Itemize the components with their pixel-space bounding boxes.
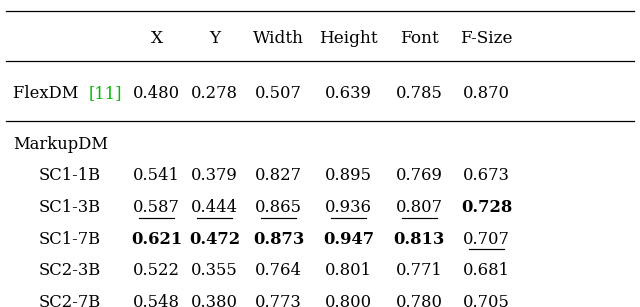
Text: 0.707: 0.707 — [463, 231, 510, 248]
Text: 0.870: 0.870 — [463, 85, 510, 102]
Text: 0.548: 0.548 — [133, 294, 180, 307]
Text: 0.947: 0.947 — [323, 231, 374, 248]
Text: 0.807: 0.807 — [396, 199, 443, 216]
Text: FlexDM: FlexDM — [13, 85, 83, 102]
Text: Font: Font — [400, 30, 438, 47]
Text: SC1-7B: SC1-7B — [38, 231, 100, 248]
Text: 0.673: 0.673 — [463, 167, 510, 185]
Text: SC1-3B: SC1-3B — [38, 199, 100, 216]
Text: 0.785: 0.785 — [396, 85, 443, 102]
Text: 0.639: 0.639 — [325, 85, 372, 102]
Text: 0.873: 0.873 — [253, 231, 304, 248]
Text: 0.472: 0.472 — [189, 231, 240, 248]
Text: 0.480: 0.480 — [133, 85, 180, 102]
Text: 0.780: 0.780 — [396, 294, 443, 307]
Text: Height: Height — [319, 30, 378, 47]
Text: X: X — [151, 30, 163, 47]
Text: 0.728: 0.728 — [461, 199, 512, 216]
Text: 0.800: 0.800 — [325, 294, 372, 307]
Text: 0.801: 0.801 — [325, 262, 372, 279]
Text: 0.769: 0.769 — [396, 167, 443, 185]
Text: 0.522: 0.522 — [133, 262, 180, 279]
Text: 0.827: 0.827 — [255, 167, 302, 185]
Text: Y: Y — [209, 30, 220, 47]
Text: 0.865: 0.865 — [255, 199, 302, 216]
Text: 0.587: 0.587 — [133, 199, 180, 216]
Text: 0.895: 0.895 — [325, 167, 372, 185]
Text: [11]: [11] — [88, 85, 122, 102]
Text: 0.764: 0.764 — [255, 262, 302, 279]
Text: 0.541: 0.541 — [133, 167, 180, 185]
Text: 0.936: 0.936 — [325, 199, 372, 216]
Text: SC2-3B: SC2-3B — [38, 262, 100, 279]
Text: 0.507: 0.507 — [255, 85, 302, 102]
Text: 0.621: 0.621 — [131, 231, 182, 248]
Text: 0.771: 0.771 — [396, 262, 443, 279]
Text: MarkupDM: MarkupDM — [13, 136, 108, 153]
Text: 0.773: 0.773 — [255, 294, 302, 307]
Text: 0.379: 0.379 — [191, 167, 238, 185]
Text: 0.681: 0.681 — [463, 262, 510, 279]
Text: SC1-1B: SC1-1B — [38, 167, 100, 185]
Text: 0.355: 0.355 — [191, 262, 238, 279]
Text: 0.813: 0.813 — [394, 231, 445, 248]
Text: 0.705: 0.705 — [463, 294, 510, 307]
Text: 0.380: 0.380 — [191, 294, 238, 307]
Text: 0.444: 0.444 — [191, 199, 238, 216]
Text: Width: Width — [253, 30, 304, 47]
Text: 0.278: 0.278 — [191, 85, 238, 102]
Text: SC2-7B: SC2-7B — [38, 294, 100, 307]
Text: F-Size: F-Size — [460, 30, 513, 47]
